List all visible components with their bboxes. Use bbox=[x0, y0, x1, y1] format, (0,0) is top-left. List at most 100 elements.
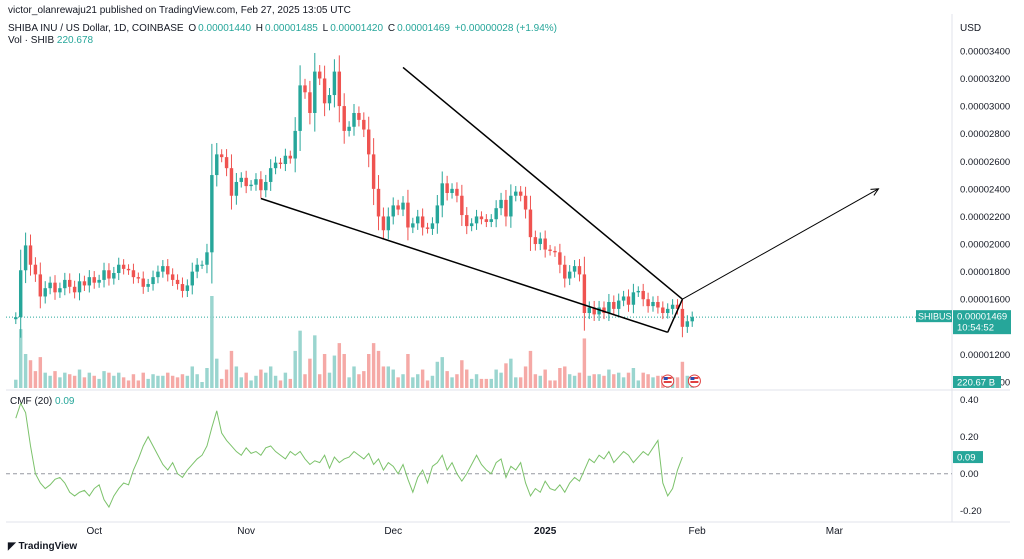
cmf-tag-value: 0.09 bbox=[957, 453, 976, 464]
cmf-tick-label: 0.00 bbox=[960, 469, 979, 480]
volume-bar bbox=[234, 366, 239, 388]
candle-body bbox=[210, 175, 214, 253]
volume-bar bbox=[518, 377, 523, 388]
volume-bar bbox=[239, 377, 243, 388]
candle-body bbox=[63, 279, 67, 289]
candle-body bbox=[494, 208, 498, 220]
candle-body bbox=[278, 162, 283, 165]
flag-canton bbox=[663, 377, 668, 380]
volume-bar bbox=[23, 354, 28, 388]
volume-bar bbox=[254, 375, 258, 388]
volume-bar bbox=[117, 372, 121, 388]
candle-body bbox=[308, 92, 312, 113]
candle-body bbox=[136, 277, 141, 279]
volume-bar bbox=[357, 374, 361, 388]
candle-body bbox=[131, 270, 136, 278]
volume-bar bbox=[283, 372, 288, 388]
candle-body bbox=[558, 252, 562, 265]
volume-label[interactable]: Vol · SHIB bbox=[8, 35, 55, 46]
volume-bar bbox=[371, 343, 376, 388]
volume-bar bbox=[18, 329, 23, 388]
volume-bar bbox=[416, 374, 420, 388]
candle-body bbox=[317, 71, 322, 79]
candle-body bbox=[548, 249, 552, 251]
candle-body bbox=[33, 264, 38, 275]
candle-body bbox=[352, 112, 356, 127]
candle-body bbox=[14, 317, 18, 320]
cmf-tick-label: 0.40 bbox=[960, 395, 979, 406]
volume-bar bbox=[450, 377, 454, 388]
candle-body bbox=[337, 71, 342, 107]
symbol-tag-label: SHIBUSD bbox=[918, 312, 959, 322]
volume-bar bbox=[97, 378, 101, 388]
candle-body bbox=[117, 264, 121, 274]
volume-bar bbox=[58, 377, 62, 388]
candle-body bbox=[141, 278, 145, 287]
volume-bar bbox=[293, 350, 297, 388]
volume-bar bbox=[514, 377, 518, 388]
volume-bar bbox=[170, 375, 175, 388]
candle-body bbox=[651, 301, 655, 307]
candle-body bbox=[48, 282, 52, 289]
candle-body bbox=[381, 216, 386, 231]
symbol-title[interactable]: SHIBA INU / US Dollar, 1D, COINBASE bbox=[8, 23, 184, 34]
candle-body bbox=[244, 177, 248, 187]
candle-body bbox=[342, 106, 346, 131]
volume-bar bbox=[288, 378, 293, 388]
candle-body bbox=[234, 181, 239, 196]
trend-drawings bbox=[260, 66, 880, 388]
volume-bar bbox=[675, 377, 680, 388]
time-tick-label: Mar bbox=[826, 526, 844, 537]
price-tick-label: 0.00001800 bbox=[960, 267, 1010, 278]
cmf-label[interactable]: CMF (20) bbox=[10, 396, 53, 407]
volume-bar bbox=[523, 366, 528, 388]
change-value: +0.00000028 (+1.94%) bbox=[454, 23, 558, 34]
candle-body bbox=[445, 183, 449, 193]
low-label: L bbox=[322, 23, 329, 34]
candle-body bbox=[597, 307, 601, 315]
candle-body bbox=[665, 308, 670, 314]
candle-body bbox=[401, 202, 405, 210]
volume-bars bbox=[14, 296, 694, 388]
volume-bar bbox=[200, 382, 204, 388]
volume-bar bbox=[308, 358, 312, 388]
candle-body bbox=[362, 119, 366, 130]
candle-body bbox=[327, 95, 332, 104]
candle-body bbox=[18, 270, 23, 318]
volume-bar bbox=[366, 354, 371, 388]
volume-bar bbox=[425, 380, 430, 388]
volume-bar bbox=[298, 330, 302, 388]
tradingview-logo[interactable]: ◤ TradingView bbox=[8, 541, 77, 552]
volume-bar bbox=[685, 375, 690, 388]
cmf-tag-bg bbox=[953, 451, 983, 464]
price-tag-bg bbox=[953, 310, 1011, 335]
candle-body bbox=[180, 284, 185, 291]
volume-bar bbox=[146, 378, 150, 388]
candle-body bbox=[371, 154, 376, 189]
volume-bar bbox=[558, 368, 562, 388]
tradingview-logo-text: TradingView bbox=[18, 541, 78, 552]
volume-bar bbox=[621, 377, 626, 388]
candle-body bbox=[528, 209, 533, 238]
volume-bar bbox=[440, 357, 444, 388]
volume-bar bbox=[342, 354, 346, 388]
volume-bar bbox=[509, 358, 513, 388]
low-value: 0.00001420 bbox=[330, 23, 384, 34]
volume-bar bbox=[313, 335, 317, 388]
candle-body bbox=[543, 238, 547, 250]
time-tick-label: Nov bbox=[237, 526, 255, 537]
volume-bar bbox=[156, 375, 160, 388]
candle-body bbox=[602, 307, 606, 314]
candle-body bbox=[680, 308, 685, 327]
price-tag-countdown: 10:54:52 bbox=[957, 323, 994, 334]
volume-bar bbox=[121, 377, 126, 388]
candle-body bbox=[661, 307, 665, 314]
volume-bar bbox=[180, 374, 185, 388]
price-tick-label: 0.00003200 bbox=[960, 74, 1010, 85]
volume-bar bbox=[455, 374, 459, 388]
candle-body bbox=[107, 270, 111, 279]
event-flag-icon bbox=[661, 374, 675, 388]
time-tick-label: Feb bbox=[689, 526, 707, 537]
candle-body bbox=[87, 277, 92, 286]
